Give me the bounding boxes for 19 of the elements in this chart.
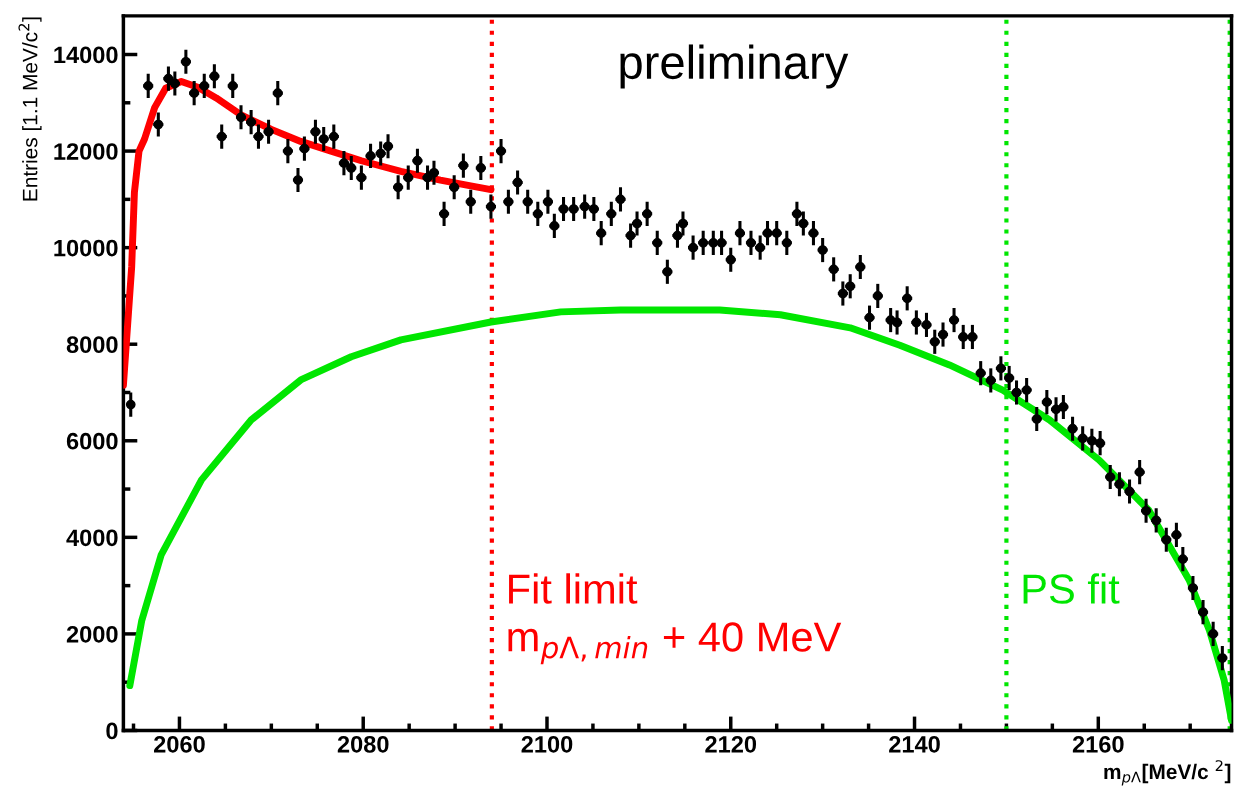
- ref-line-label: Fit limit m$_{pΛ,min}$ + 40 MeV: [508, 573, 842, 665]
- x-tick-label: 2140: [889, 735, 940, 753]
- x-axis-title: m$_{pΛ}$[MeV/c $^{2}$]: [1104, 760, 1231, 786]
- y-tick-label: 0: [106, 722, 118, 740]
- y-tick-label: 12000: [54, 143, 118, 160]
- annotation: preliminary: [620, 44, 849, 89]
- y-tick-label: 14000: [54, 46, 118, 64]
- y-tick-label: 10000: [54, 239, 118, 257]
- y-tick-label: 8000: [66, 336, 118, 353]
- x-tick-label: 2060: [154, 735, 205, 753]
- y-axis-title: Entries [1.1 MeV/c$^{2}$]: [18, 17, 42, 201]
- x-tick-label: 2120: [705, 735, 757, 753]
- x-tick-label: 2160: [1072, 735, 1124, 753]
- y-tick-label: 2000: [66, 625, 118, 643]
- y-tick-label: 4000: [66, 529, 118, 547]
- x-tick-label: 2100: [521, 735, 573, 753]
- ref-line-label: PS fit: [1023, 573, 1120, 604]
- y-tick-label: 6000: [66, 432, 118, 450]
- x-tick-label: 2080: [337, 735, 389, 753]
